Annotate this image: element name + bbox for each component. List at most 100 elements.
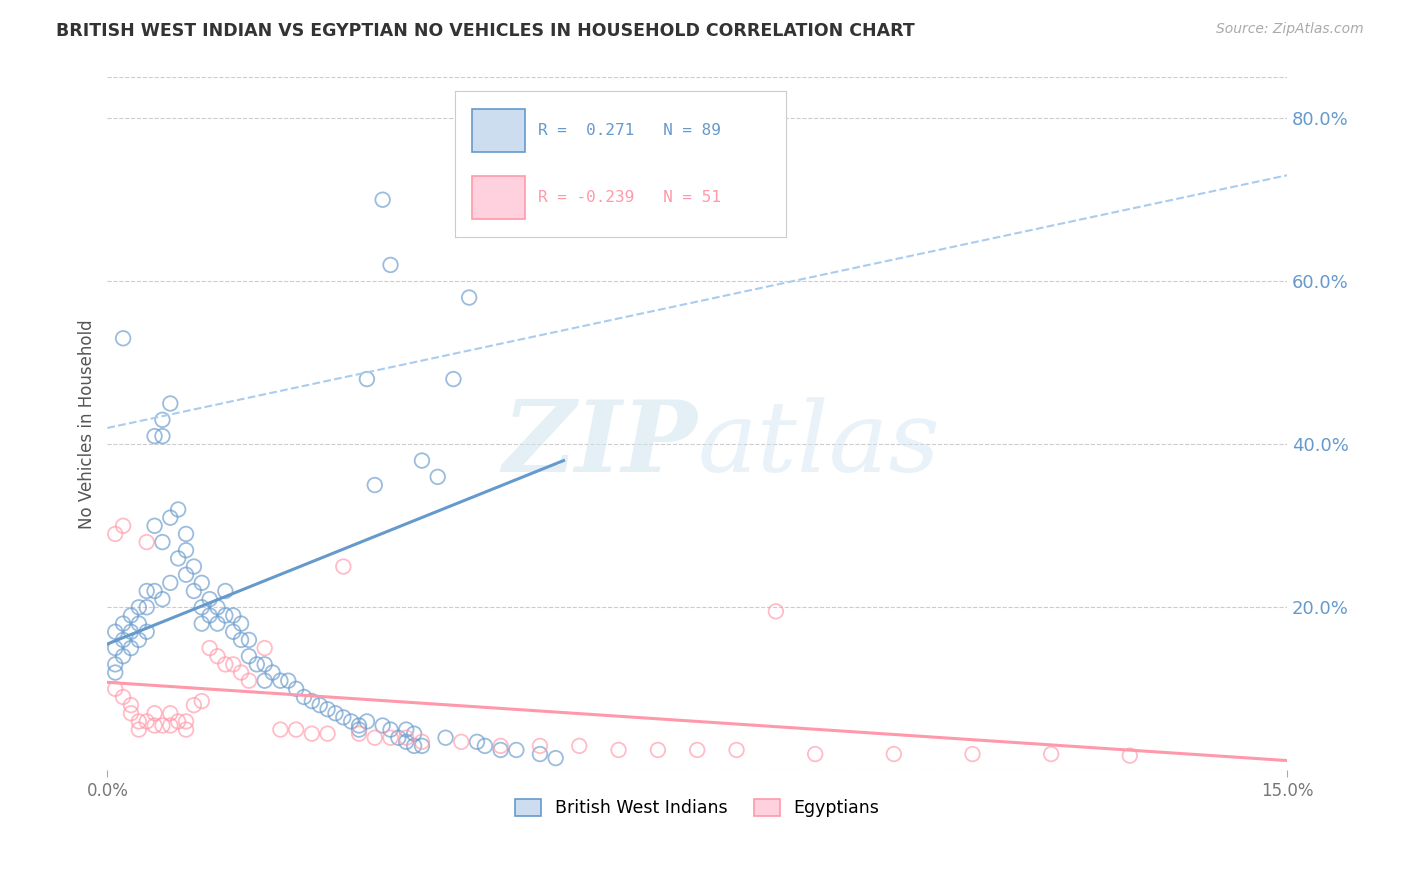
Point [207,600,229,615]
Point [159,718,181,732]
Point [686,743,709,757]
Point [198,641,221,656]
Point [135,624,157,639]
Point [190,694,212,708]
Point [229,665,252,680]
Point [183,584,205,599]
Point [214,608,236,623]
Point [387,731,409,745]
Point [505,743,527,757]
Point [190,575,212,590]
Point [325,706,347,721]
Point [143,718,166,732]
Point [214,657,236,672]
Point [253,673,276,688]
Point [174,527,197,541]
Point [112,649,135,664]
Point [112,331,135,345]
Point [222,608,245,623]
Point [411,735,433,749]
Point [120,706,142,721]
Point [292,690,315,704]
Point [380,723,402,737]
Point [371,718,394,732]
Point [489,743,512,757]
Point [434,731,457,745]
Point [143,518,166,533]
Text: Source: ZipAtlas.com: Source: ZipAtlas.com [1216,22,1364,37]
Point [253,641,276,656]
Point [804,747,827,761]
Point [128,600,150,615]
Point [143,706,166,721]
Point [222,624,245,639]
Point [104,527,127,541]
Point [135,600,157,615]
Point [474,739,496,753]
Point [380,731,402,745]
Point [356,714,378,729]
Point [340,714,363,729]
Point [229,616,252,631]
Point [159,396,181,410]
Point [128,714,150,729]
Point [152,592,174,607]
Point [152,429,174,443]
Point [229,632,252,647]
Point [269,673,291,688]
Point [183,559,205,574]
Point [364,731,387,745]
Point [174,567,197,582]
Point [120,608,142,623]
Point [174,714,197,729]
Point [214,584,236,599]
Point [316,702,339,716]
Point [411,453,433,467]
Point [174,543,197,558]
Point [128,616,150,631]
Point [962,747,984,761]
Point [765,604,787,618]
Point [404,726,426,740]
Point [458,291,481,305]
Point [143,584,166,599]
Point [332,710,354,724]
Point [364,478,387,492]
Point [167,714,190,729]
Point [308,698,330,713]
Point [120,641,142,656]
Text: BRITISH WEST INDIAN VS EGYPTIAN NO VEHICLES IN HOUSEHOLD CORRELATION CHART: BRITISH WEST INDIAN VS EGYPTIAN NO VEHIC… [56,22,915,40]
Legend: British West Indians, Egyptians: British West Indians, Egyptians [508,792,886,824]
Point [198,608,221,623]
Point [190,600,212,615]
Point [371,193,394,207]
Point [404,739,426,753]
Point [426,470,449,484]
Point [441,372,464,386]
Point [450,735,472,749]
Point [489,739,512,753]
Point [277,673,299,688]
Point [104,665,127,680]
Point [301,694,323,708]
Point [262,665,284,680]
Y-axis label: No Vehicles in Household: No Vehicles in Household [79,319,96,529]
Point [347,726,370,740]
Point [529,747,551,761]
Point [568,739,591,753]
Point [529,739,551,753]
Point [159,706,181,721]
Point [269,723,291,737]
Point [356,372,378,386]
Point [222,657,245,672]
Point [104,681,127,696]
Point [198,592,221,607]
Point [411,739,433,753]
Point [112,616,135,631]
Point [135,714,157,729]
Point [395,735,418,749]
Point [395,723,418,737]
Point [112,690,135,704]
Point [465,735,488,749]
Point [128,723,150,737]
